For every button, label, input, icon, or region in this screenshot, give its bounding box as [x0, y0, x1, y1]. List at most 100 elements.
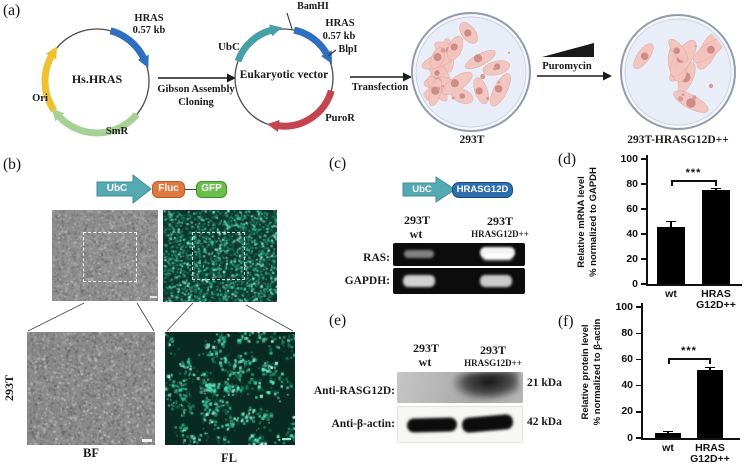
gel-band-ras-g12d-glow	[483, 254, 512, 260]
y-tick-label: 80	[626, 177, 638, 190]
gel-lane1-header: 293T	[403, 213, 430, 227]
blot-actin	[397, 406, 523, 443]
fluorescence-image-large	[165, 332, 295, 445]
cell-nucleus	[706, 45, 715, 54]
y-tick-label: 0	[627, 431, 633, 444]
hrasg12d-gene-box: HRASG12D	[452, 182, 513, 198]
cell-nucleus	[459, 93, 466, 99]
cell-debris	[497, 80, 501, 84]
cell-nucleus	[450, 43, 458, 51]
puromycin-label: Puromycin	[542, 61, 592, 72]
cell-debris	[708, 83, 714, 89]
cell-line-rotated-label: 293T	[2, 375, 16, 402]
plasmid-eukaryotic-vector	[234, 12, 337, 132]
cell-nucleus	[640, 52, 649, 61]
bar	[697, 369, 723, 438]
cell-debris	[442, 85, 445, 88]
plasmid1-hras-size: 0.57 kb	[132, 25, 166, 36]
hras-segment	[109, 27, 149, 69]
panel-letter-c: (c)	[329, 155, 347, 172]
hras-segment-2	[293, 26, 333, 64]
scale-bar	[282, 438, 291, 440]
bar	[702, 190, 730, 284]
plasmid-hshras	[41, 27, 150, 137]
plasmid2-hras-size: 0.57 kb	[322, 31, 356, 42]
dish1-label: 293T	[459, 134, 485, 146]
ubc-segment	[234, 24, 283, 63]
significance-bracket-end	[671, 180, 673, 187]
ubc-promoter-arrow-b	[96, 173, 152, 205]
significance-bracket-end	[668, 358, 670, 365]
x-axis-line	[641, 438, 740, 440]
x-category-label: HRAS G12D++	[696, 288, 736, 311]
y-tick-label: 60	[621, 352, 633, 365]
y-tick	[636, 384, 641, 387]
y-tick-label: 0	[632, 277, 638, 290]
gel-lane2-header: 293T	[486, 214, 513, 228]
mw-42kda-label: 42 kDa	[527, 416, 562, 428]
gibson-label-line2: Cloning	[178, 97, 214, 108]
panel-letter-a: (a)	[3, 2, 21, 19]
panel-letter-b: (b)	[3, 156, 22, 173]
gel-lane2-subheader: HRASG12D++	[471, 229, 529, 239]
gel-lane1-subheader: wt	[409, 227, 423, 241]
cell-nucleus	[494, 85, 503, 93]
gel-band-ras-g12d	[480, 247, 515, 258]
y-tick-label: 40	[626, 227, 638, 240]
blot-band-actin-g12d	[461, 413, 514, 434]
inset-box-fl	[192, 232, 245, 280]
error-bar-cap	[666, 220, 676, 223]
blot-lane2-subheader: HRASG12D++	[464, 358, 522, 368]
significance-stars: ***	[685, 167, 702, 180]
cell-debris	[677, 96, 684, 102]
plasmid2-puror-label: PuroR	[325, 113, 355, 124]
plasmid2-blpi-label: BlpI	[338, 44, 358, 55]
cell-debris	[480, 73, 486, 80]
gel-band-gapdh-g12d	[480, 275, 512, 287]
y-tick-label: 80	[621, 326, 633, 339]
blot-row-actin-label: Anti-β-actin:	[331, 418, 395, 430]
blot-row-rasg12d-label: Anti-RASG12D:	[313, 385, 395, 397]
blot-lane2-header: 293T	[479, 343, 506, 357]
ori-segment	[41, 46, 58, 113]
significance-stars: ***	[681, 345, 697, 358]
significance-bracket	[671, 180, 716, 182]
puror-segment	[266, 89, 335, 132]
y-tick-label: 100	[620, 152, 638, 165]
x-category-label: wt	[665, 288, 677, 300]
plasmid1-smr-label: SmR	[105, 126, 129, 137]
y-tick-label: 40	[621, 379, 633, 392]
ubc-promoter-arrow-c	[402, 176, 456, 203]
error-bar-cap	[663, 430, 673, 433]
inset-box-bf	[83, 232, 137, 282]
chart-protein: Relative protein level % normalized to β…	[556, 295, 744, 466]
cell-nucleus	[473, 54, 483, 63]
cell-debris	[492, 66, 497, 71]
panel-a-diagram	[41, 12, 736, 137]
y-tick	[636, 437, 641, 439]
ubc-label-b: UbC	[106, 182, 128, 194]
bamhi-tick	[286, 12, 293, 30]
cell-nucleus	[433, 52, 442, 62]
y-tick	[636, 306, 641, 308]
y-tick	[641, 158, 646, 160]
plasmid2-bamhi-label: BamHI	[297, 1, 329, 12]
x-axis-line	[646, 284, 742, 286]
y-tick	[636, 411, 641, 413]
dish2-label: 293T-HRASG12D++	[627, 134, 729, 146]
mw-21kda-label: 21 kDa	[527, 377, 562, 389]
y-tick	[636, 332, 641, 334]
error-bar-cap	[711, 187, 721, 190]
fl-label: FL	[221, 451, 237, 465]
cell-nucleus	[434, 70, 440, 76]
cell-nucleus	[450, 79, 459, 88]
chart-protein-plot: 0 20 40 60 80 100 wt HRAS G12D++ ***	[556, 295, 744, 466]
cell-debris	[440, 48, 446, 53]
y-tick-label: 60	[626, 202, 638, 215]
fluorescence-image-small	[163, 210, 277, 302]
gel-band-gapdh-wt	[403, 275, 435, 287]
panel-letter-e: (e)	[329, 312, 347, 329]
y-tick-label: 100	[615, 300, 633, 313]
plasmid1-name: Hs.HRAS	[71, 72, 123, 86]
